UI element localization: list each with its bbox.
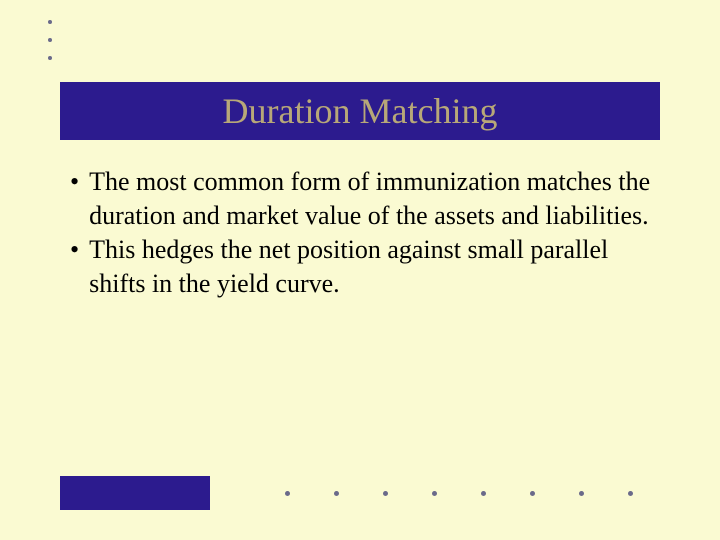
bullet-item: • This hedges the net position against s… [70, 233, 660, 301]
dot [481, 491, 486, 496]
dot [530, 491, 535, 496]
decorative-dots-bottom [285, 491, 633, 496]
dot [432, 491, 437, 496]
bullet-marker: • [70, 165, 79, 199]
slide-title: Duration Matching [223, 90, 498, 132]
decorative-dots-top [48, 20, 52, 60]
bullet-marker: • [70, 233, 79, 267]
slide-content: • The most common form of immunization m… [70, 165, 660, 301]
dot [48, 56, 52, 60]
bullet-text: The most common form of immunization mat… [89, 165, 660, 233]
dot [334, 491, 339, 496]
dot [48, 38, 52, 42]
dot [383, 491, 388, 496]
footer-accent-block [60, 476, 210, 510]
dot [48, 20, 52, 24]
dot [285, 491, 290, 496]
bullet-item: • The most common form of immunization m… [70, 165, 660, 233]
dot [628, 491, 633, 496]
bullet-text: This hedges the net position against sma… [89, 233, 660, 301]
dot [579, 491, 584, 496]
title-bar: Duration Matching [60, 82, 660, 140]
